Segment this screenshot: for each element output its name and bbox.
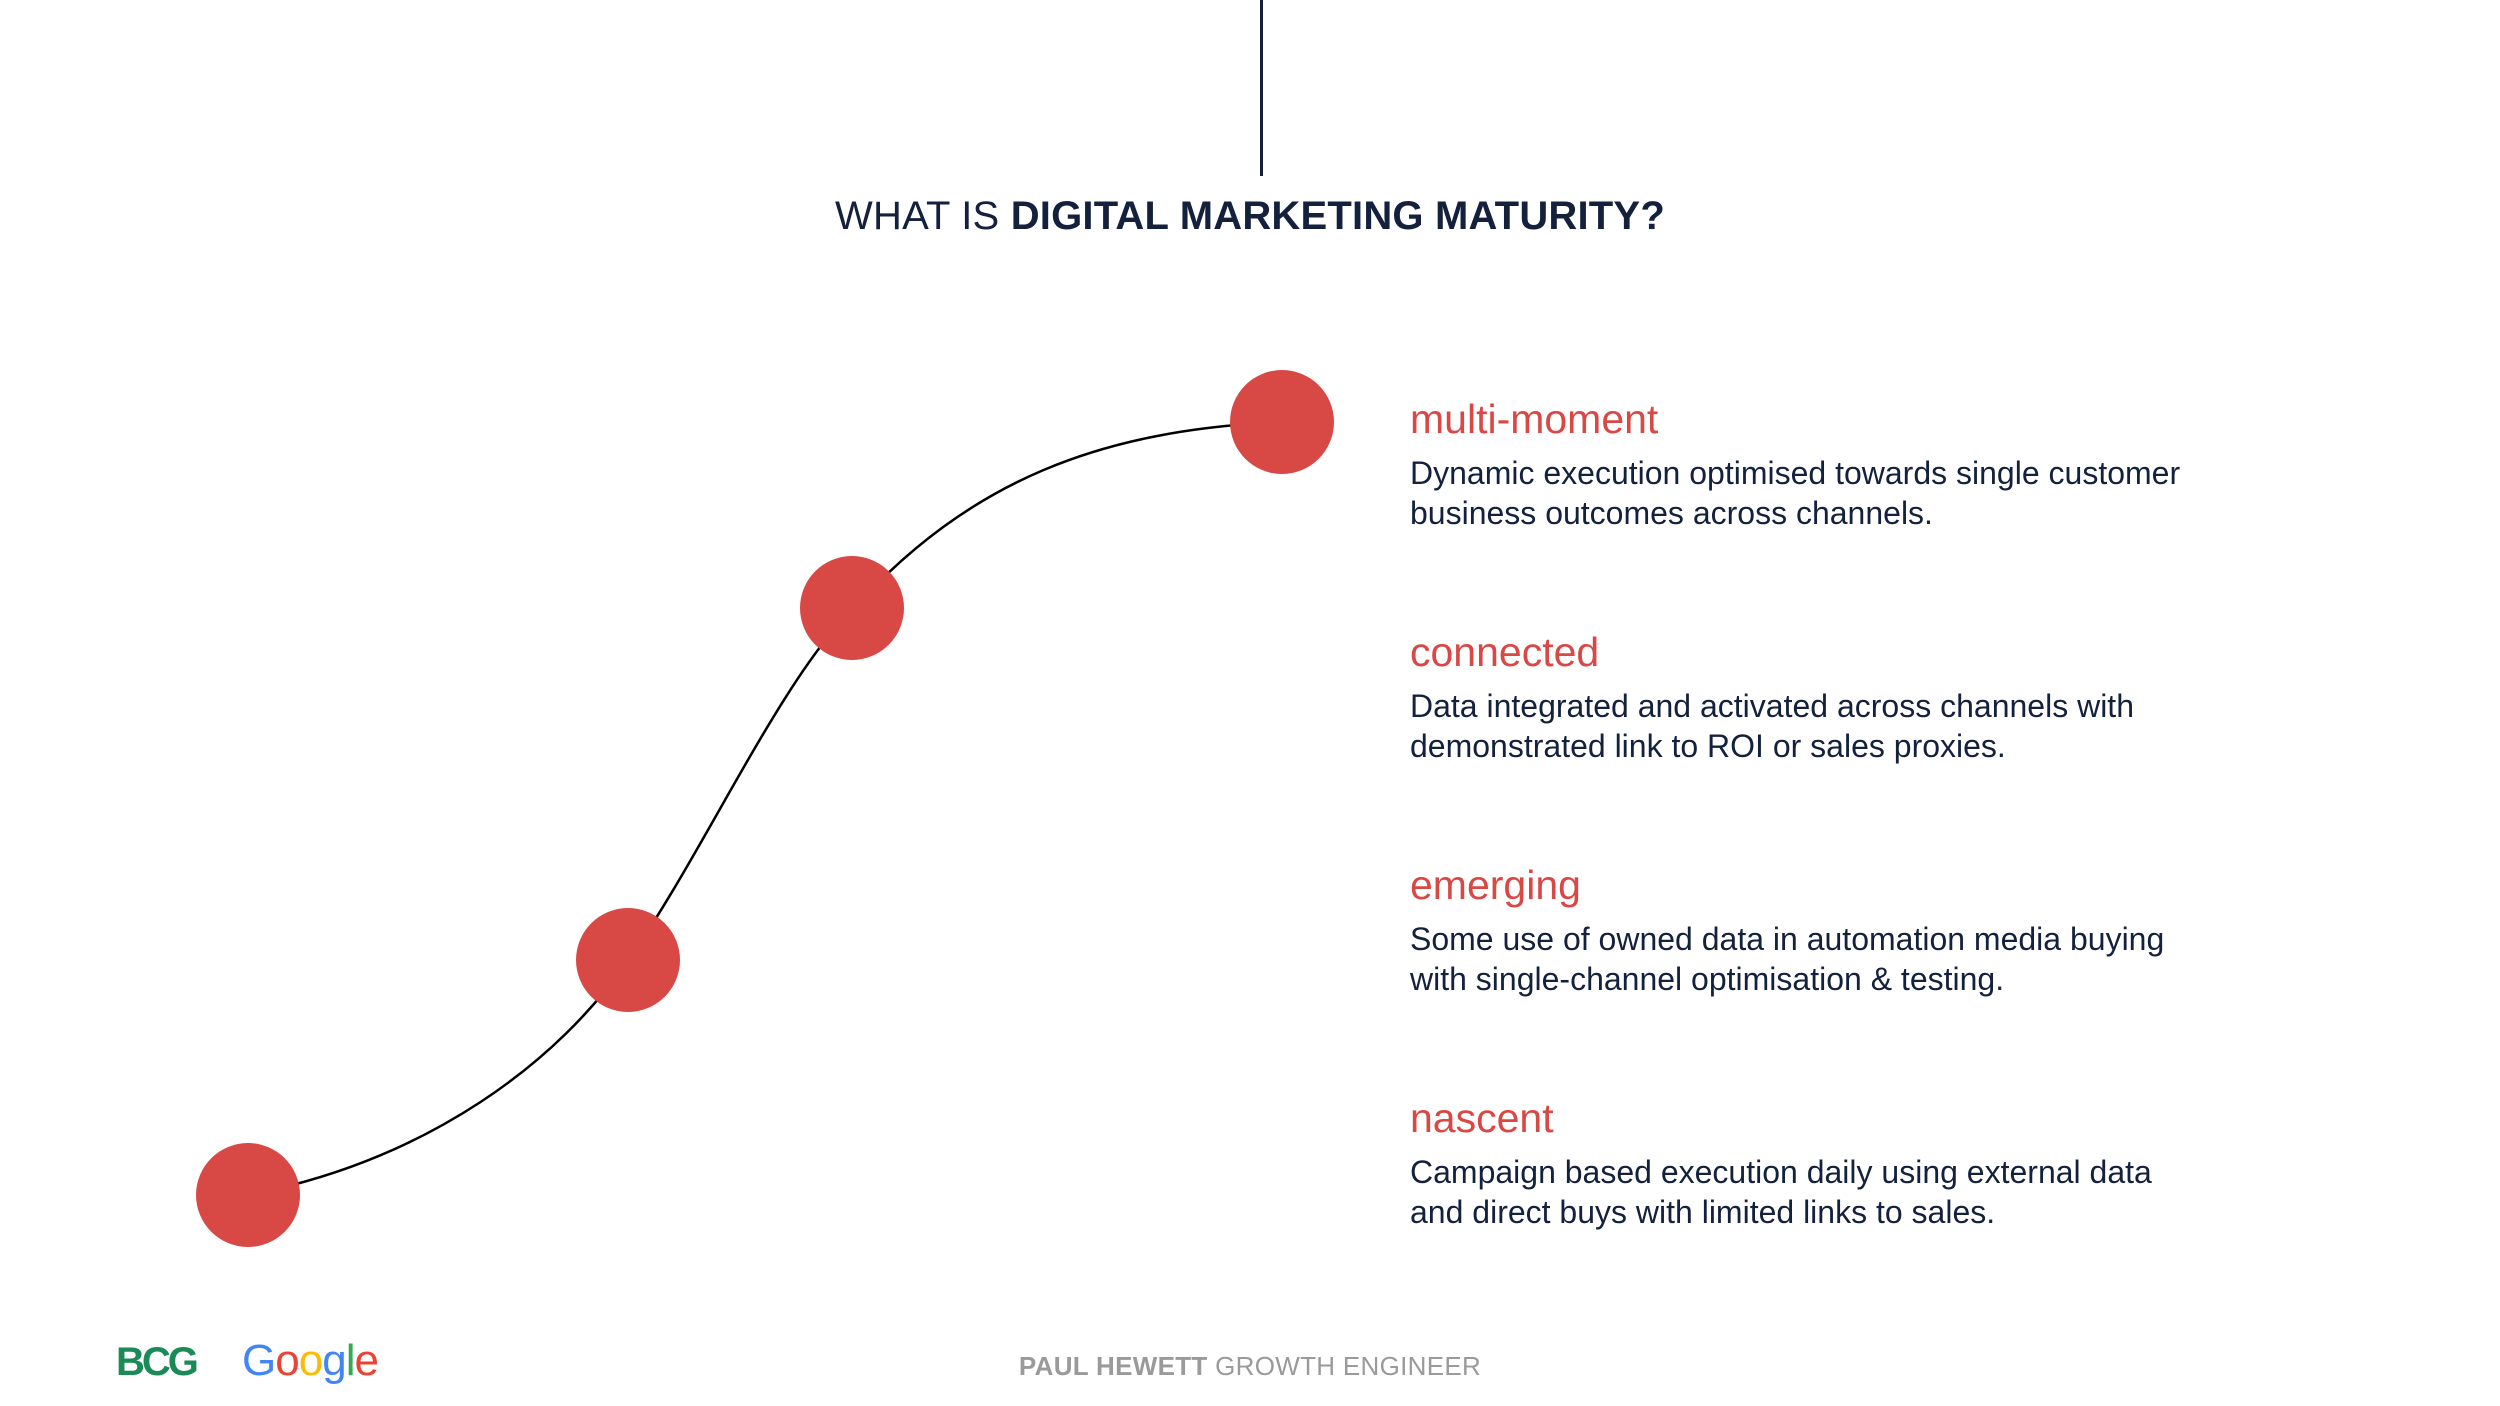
stage-description: Dynamic execution optimised towards sing… <box>1410 455 2181 531</box>
stage-dot-emerging <box>576 908 680 1012</box>
stage-connected: connected Data integrated and activated … <box>1410 628 2310 766</box>
stage-nascent: nascent Campaign based execution daily u… <box>1410 1094 2310 1232</box>
stage-description: Some use of owned data in automation med… <box>1410 921 2165 997</box>
maturity-curve <box>247 420 1283 1197</box>
stage-emerging: emerging Some use of owned data in autom… <box>1410 861 2310 999</box>
stage-dot-connected <box>800 556 904 660</box>
stage-dot-multi-moment <box>1230 370 1334 474</box>
google-logo-letter: e <box>354 1336 379 1385</box>
google-logo-letter: l <box>345 1336 356 1385</box>
stage-name: emerging <box>1410 862 1581 908</box>
stage-name: multi-moment <box>1410 396 1659 442</box>
title-bold: DIGITAL MARKETING MATURITY? <box>1010 194 1665 238</box>
title-prefix: WHAT IS <box>835 194 1011 238</box>
bcg-logo: BCG <box>116 1340 199 1384</box>
google-logo-letter: o <box>275 1336 300 1385</box>
credit-name: PAUL HEWETT <box>1018 1351 1208 1381</box>
stage-description: Campaign based execution daily using ext… <box>1410 1154 2152 1230</box>
stage-name: connected <box>1410 629 1600 675</box>
top-divider-line <box>1260 0 1263 176</box>
stage-dot-nascent <box>196 1143 300 1247</box>
stage-multi-moment: multi-moment Dynamic execution optimised… <box>1410 395 2310 533</box>
google-logo-letter: o <box>298 1336 324 1385</box>
google-logo-letter: G <box>242 1336 276 1385</box>
stage-description: Data integrated and activated across cha… <box>1410 688 2134 764</box>
google-logo-letter: g <box>322 1336 347 1385</box>
stage-name: nascent <box>1410 1095 1554 1141</box>
footer-credit: PAUL HEWETT GROWTH ENGINEER <box>0 1351 2500 1382</box>
google-logo: Google <box>242 1335 379 1387</box>
credit-role: GROWTH ENGINEER <box>1215 1351 1482 1381</box>
slide-title: WHAT IS DIGITAL MARKETING MATURITY? <box>0 194 2500 239</box>
